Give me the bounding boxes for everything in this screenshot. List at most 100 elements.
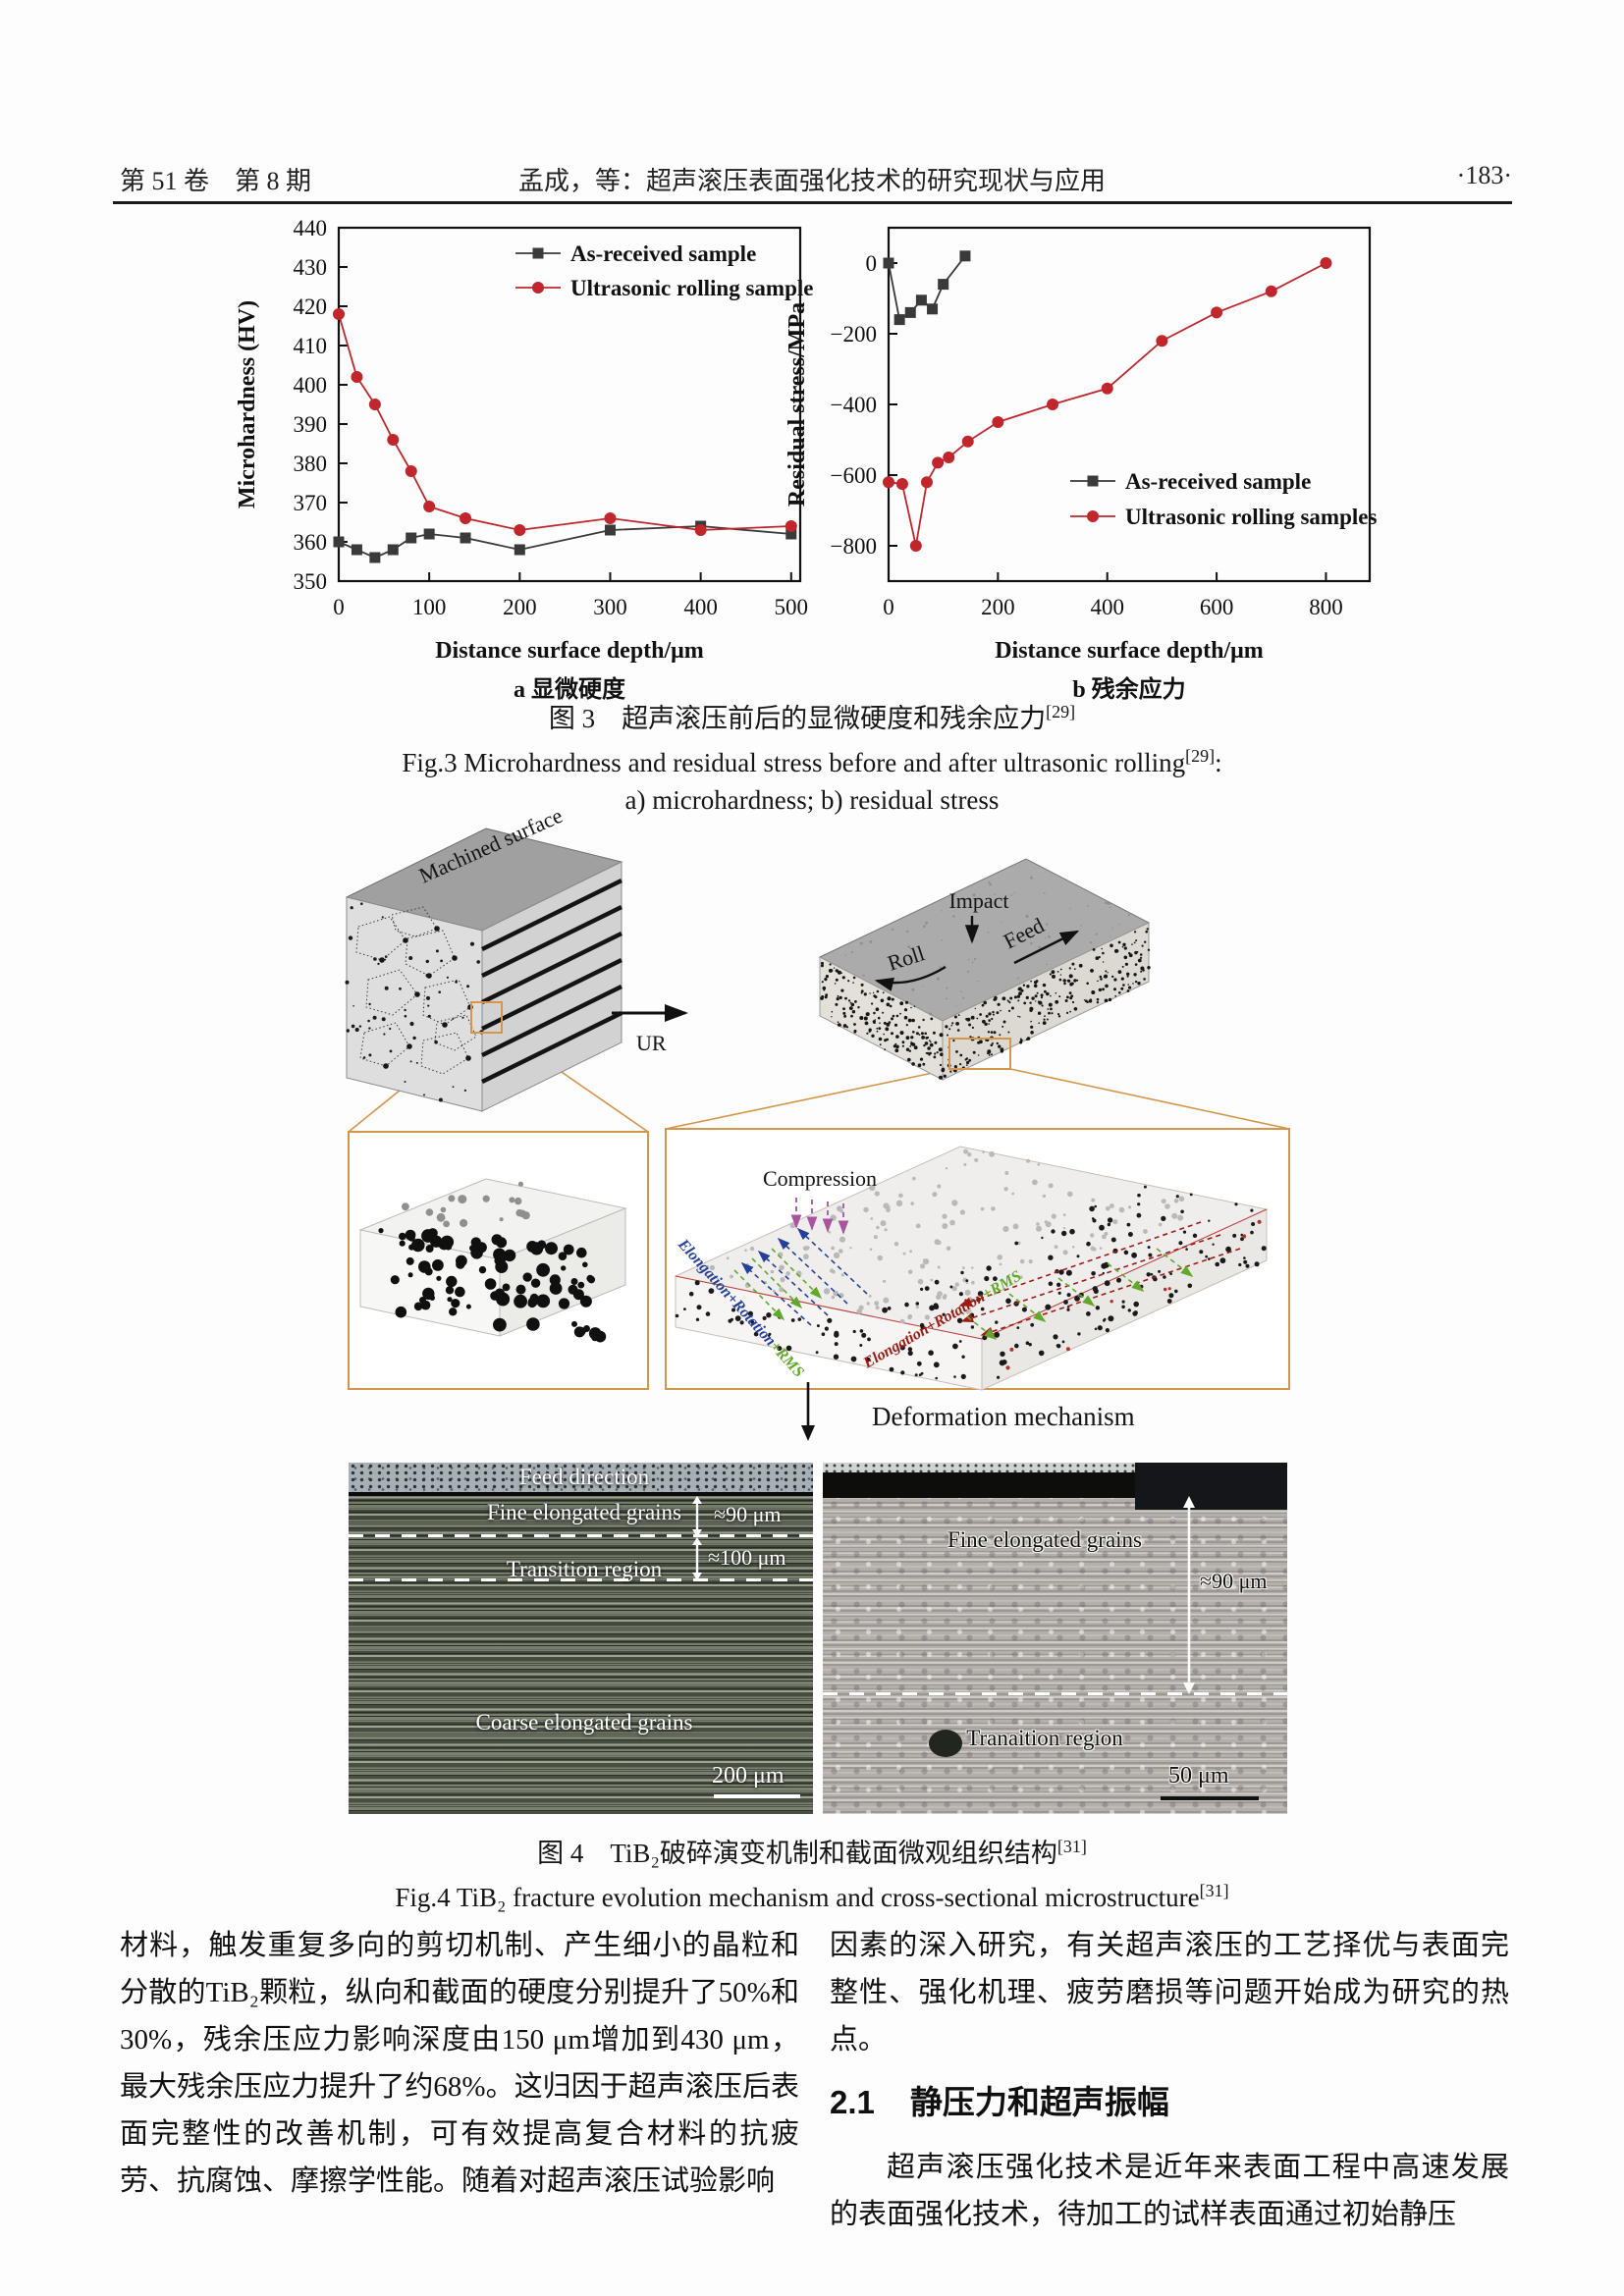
svg-text:420: 420	[294, 294, 328, 319]
svg-text:100: 100	[412, 595, 447, 619]
micrograph-texture	[823, 1463, 1287, 1814]
svg-text:0: 0	[333, 595, 345, 619]
svg-text:a 显微硬度: a 显微硬度	[514, 675, 626, 703]
machined-block: Machined surface	[345, 813, 623, 1112]
svg-text:400: 400	[1090, 595, 1124, 619]
svg-text:300: 300	[593, 595, 627, 619]
svg-text:−400: −400	[831, 393, 877, 417]
body-paragraph: 因素的深入研究，有关超声滚压的工艺择优与表面完整性、强化机理、疲劳磨损等问题开始…	[830, 1930, 1509, 2056]
svg-text:As-received sample: As-received sample	[1125, 469, 1311, 494]
ur-arrow: UR	[612, 1004, 688, 1055]
body-paragraph: 材料，触发重复多向的剪切机制、产生细小的晶粒和分散的TiB₂颗粒，纵向和截面的硬…	[120, 1930, 799, 2197]
fig4-caption: 图 4 TiB₂破碎演变机制和截面微观组织结构[31] Fig.4 TiB₂ f…	[0, 1828, 1624, 1916]
layer-boundary-dashed	[823, 1692, 1287, 1695]
svg-text:Distance surface depth/μm: Distance surface depth/μm	[435, 638, 704, 664]
fig3-caption-cn: 图 3 超声滚压前后的显微硬度和残余应力[29]	[548, 702, 1076, 733]
svg-text:400: 400	[294, 373, 328, 398]
svg-text:Distance surface depth/μm: Distance surface depth/μm	[995, 638, 1264, 664]
body-paragraph: 超声滚压强化技术是近年来表面工程中高速发展的表面强化技术，待加工的试样表面通过初…	[830, 2152, 1509, 2230]
svg-text:b 残余应力: b 残余应力	[1072, 675, 1185, 703]
feed-arrow	[1013, 930, 1080, 965]
svg-text:370: 370	[294, 491, 328, 515]
deformation-down-arrow	[797, 1382, 819, 1446]
svg-text:400: 400	[683, 595, 718, 619]
fig3-caption-en: Fig.3 Microhardness and residual stress …	[402, 746, 1222, 777]
fig4-caption-en: Fig.4 TiB₂ fracture evolution mechanism …	[395, 1881, 1229, 1912]
header-running-title: 孟成，等：超声滚压表面强化技术的研究现状与应用	[517, 167, 1106, 195]
layer-boundary-dashed	[349, 1578, 813, 1581]
svg-text:0: 0	[866, 251, 878, 276]
svg-text:Microhardness (HV): Microhardness (HV)	[235, 300, 260, 508]
svg-text:−800: −800	[831, 534, 877, 559]
svg-text:200: 200	[981, 595, 1015, 619]
zoom-box-right	[948, 1038, 1011, 1070]
fig3-caption: 图 3 超声滚压前后的显微硬度和残余应力[29] Fig.3 Microhard…	[0, 693, 1624, 819]
svg-text:440: 440	[294, 216, 328, 240]
svg-text:Ultrasonic rolling sample: Ultrasonic rolling sample	[570, 276, 813, 300]
deformation-slab: Compression Elongation+Rotation+RMS Elon…	[674, 1146, 1269, 1391]
layer-boundary-dashed	[349, 1534, 813, 1537]
zoom-box-left	[470, 1001, 503, 1034]
deformation-arrows	[733, 1198, 1241, 1340]
residual-stress-chart: 0 200 400 600 800 0 −200 −400 −600 −800 Distance s…	[785, 226, 1377, 703]
fig3-caption-items: a) microhardness; b) residual stress	[624, 785, 1000, 815]
scale-bar	[1161, 1796, 1259, 1800]
svg-text:200: 200	[503, 595, 537, 619]
micrograph-longitudinal: Feed direction Fine elongated grains Tra…	[349, 1463, 813, 1814]
micrograph-surface-strip	[349, 1463, 813, 1492]
section-heading: 2.1 静压力和超声振幅	[830, 2084, 1169, 2120]
header-rule	[113, 201, 1512, 204]
dark-inclusion	[929, 1730, 962, 1757]
fig4-caption-cn: 图 4 TiB₂破碎演变机制和截面微观组织结构[31]	[537, 1837, 1087, 1868]
svg-text:500: 500	[775, 595, 809, 619]
svg-text:800: 800	[1309, 595, 1343, 619]
depth-90-label: ≈90 μm	[1200, 1569, 1268, 1593]
header-volume-issue: 第 51 卷 第 8 期	[120, 167, 312, 195]
micrograph-surface-strip	[823, 1463, 1287, 1472]
svg-text:360: 360	[294, 530, 328, 555]
svg-text:390: 390	[294, 412, 328, 437]
tib2-mechanism-diagram: Machined surface UR Impact Roll Feed	[345, 813, 1290, 1391]
svg-text:410: 410	[294, 334, 328, 358]
micrograph-texture	[349, 1492, 813, 1814]
fine-grains-label: Fine elongated grains	[947, 1527, 1142, 1552]
transition-region-label: Tranaition region	[966, 1726, 1123, 1750]
scale-bar-label: 200 μm	[712, 1763, 785, 1789]
microhardness-chart: 0 100 200 300 400 500 350 360 370 380 390 400 410 420…	[235, 216, 813, 703]
micrograph-cross-section: Fine elongated grains ≈90 μm Tranaition …	[823, 1463, 1287, 1814]
body-column-right: 因素的深入研究，有关超声滚压的工艺择优与表面完整性、强化机理、疲劳磨损等问题开始…	[830, 1922, 1509, 2238]
transition-region-label: Transition region	[506, 1557, 663, 1581]
tib2-layer-stripes	[481, 878, 623, 1085]
scale-bar-label: 50 μm	[1168, 1763, 1229, 1789]
deformation-mechanism-label: Deformation mechanism	[872, 1402, 1135, 1431]
depth-90-label: ≈90 μm	[714, 1502, 782, 1526]
svg-text:−200: −200	[831, 322, 877, 347]
ur-label: UR	[636, 1031, 667, 1055]
scale-bar	[714, 1794, 800, 1798]
depth-arrow-100	[692, 1537, 702, 1580]
svg-text:350: 350	[294, 569, 328, 594]
feed-direction-label: Feed direction	[518, 1465, 650, 1489]
refined-particle-speckles	[820, 876, 1151, 1080]
deformed-particle-speckles	[675, 1148, 1267, 1380]
header-page-number: ·183·	[1456, 161, 1512, 189]
svg-text:Ultrasonic rolling samples: Ultrasonic rolling samples	[1125, 505, 1377, 529]
depth-100-label: ≈100 μm	[708, 1545, 786, 1570]
roll-arrow	[874, 965, 947, 991]
depth-arrow-90	[692, 1496, 702, 1537]
svg-text:380: 380	[294, 452, 328, 476]
svg-text:Residual stress/MPa: Residual stress/MPa	[785, 302, 810, 507]
fine-grains-label: Fine elongated grains	[486, 1500, 681, 1524]
depth-arrow-90	[1183, 1496, 1195, 1694]
surface-dark-patch	[1135, 1463, 1287, 1510]
coarse-grains-label: Coarse elongated grains	[475, 1710, 693, 1735]
particle-speckles	[345, 902, 484, 1102]
tib2-cluster-slab	[358, 1178, 627, 1343]
svg-text:430: 430	[294, 255, 328, 280]
svg-text:600: 600	[1200, 595, 1234, 619]
compression-label: Compression	[763, 1166, 877, 1191]
impact-label: Impact	[948, 888, 1008, 913]
rolled-block: Impact Roll Feed	[818, 858, 1151, 1081]
svg-text:−600: −600	[831, 463, 877, 488]
